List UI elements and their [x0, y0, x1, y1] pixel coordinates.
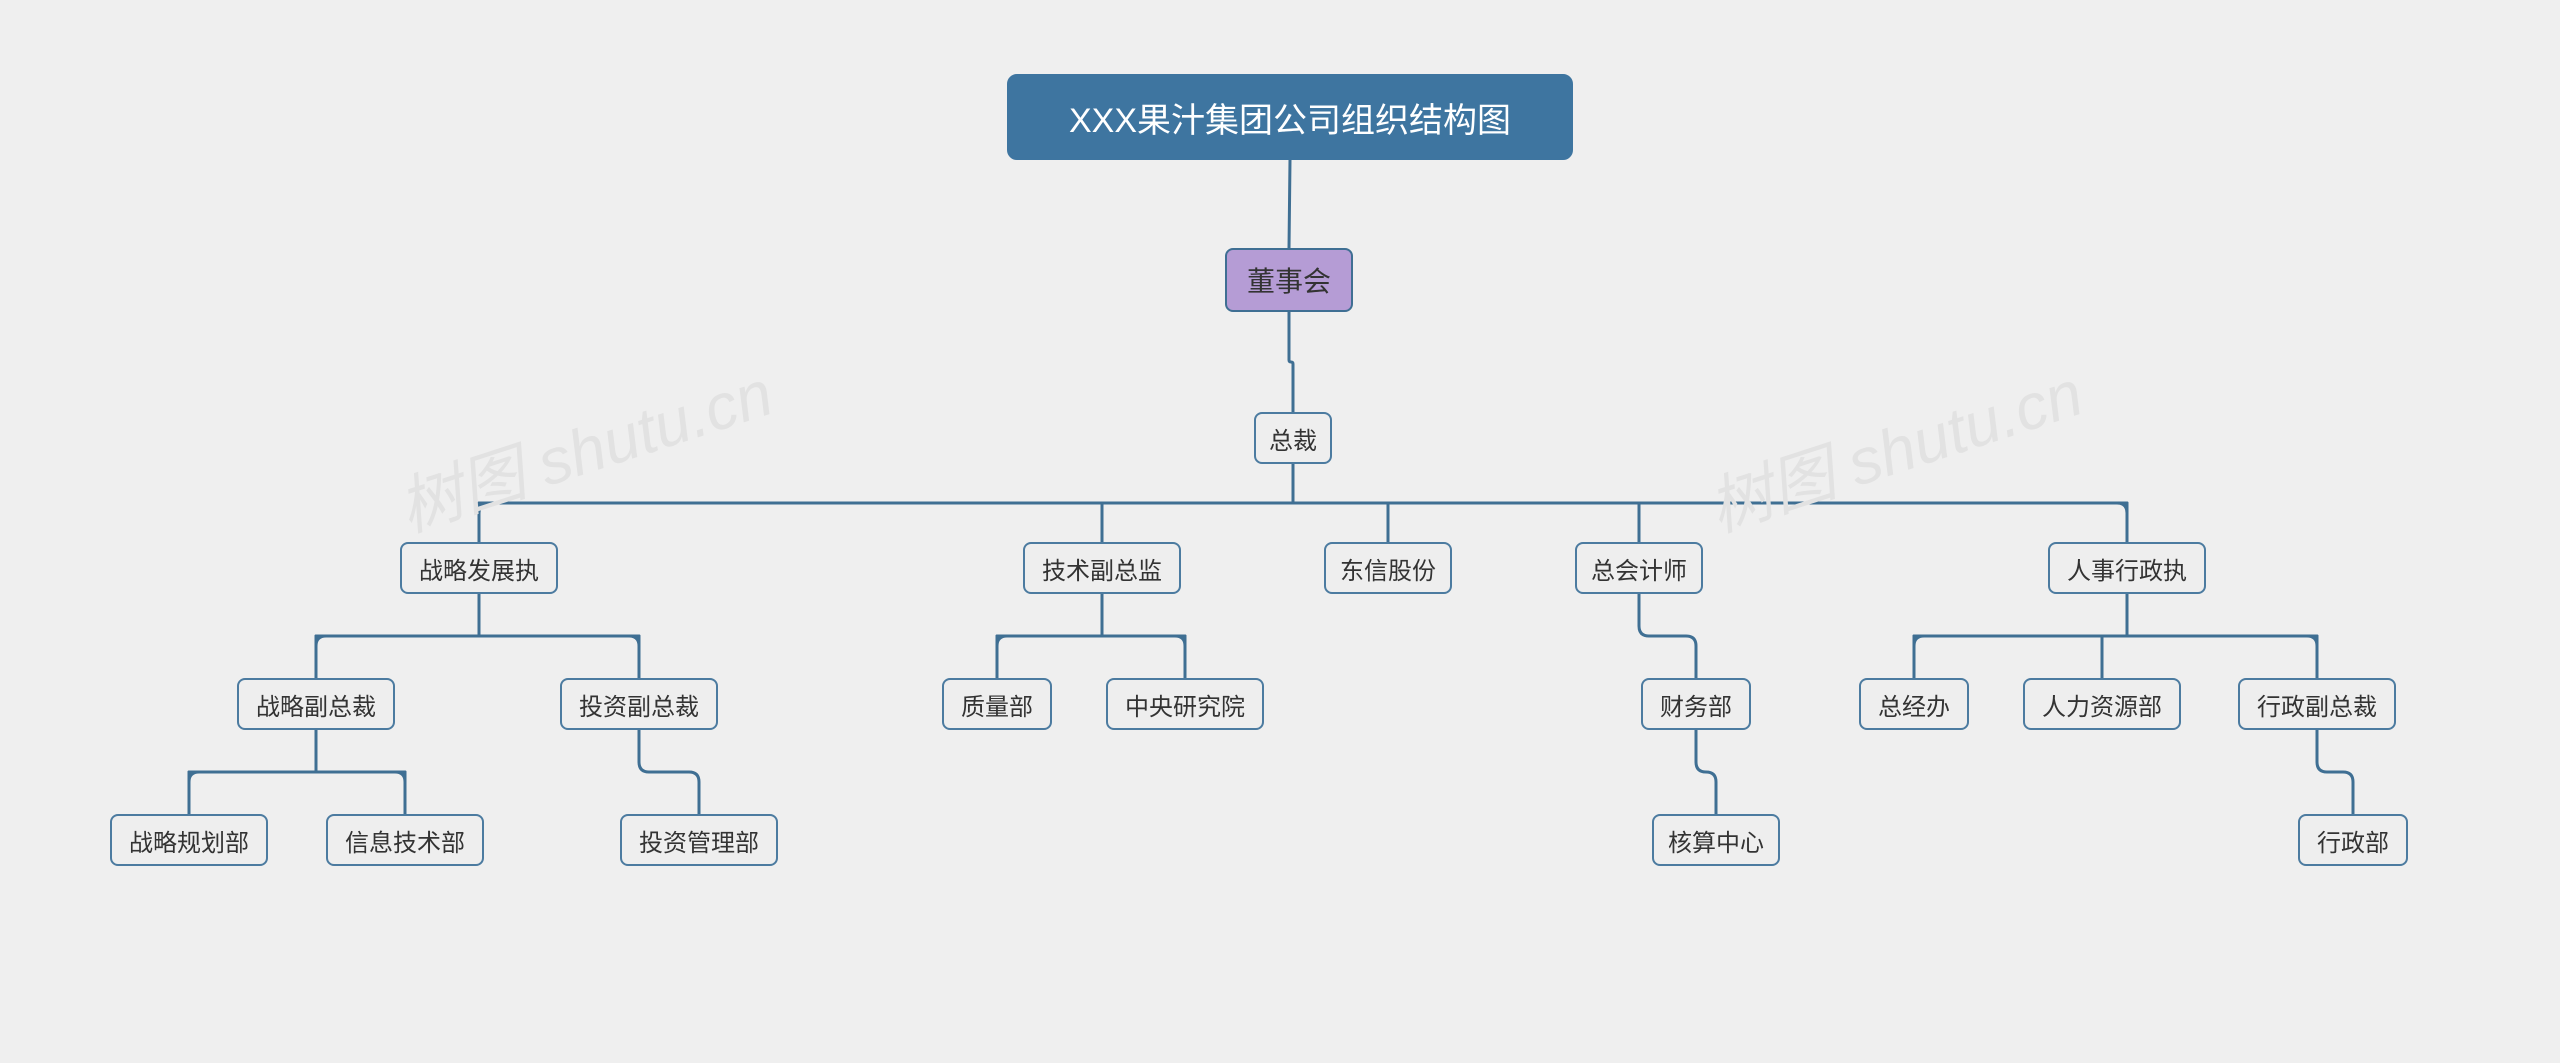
org-node-n_e: 人事行政执 [2048, 542, 2206, 594]
org-node-label: 战略副总裁 [256, 687, 376, 722]
org-chart-canvas: 树图 shutu.cn 树图 shutu.cn XXX果汁集团公司组织结构图董事会总… [0, 0, 2560, 1063]
org-node-n_ceo: 总裁 [1254, 412, 1332, 464]
watermark: 树图 shutu.cn [385, 342, 782, 549]
org-node-n_d1a: 核算中心 [1652, 814, 1780, 866]
org-node-n_a2: 投资副总裁 [560, 678, 718, 730]
org-node-label: 行政部 [2317, 823, 2389, 858]
org-node-label: 中央研究院 [1125, 687, 1245, 722]
org-node-n_e3a: 行政部 [2298, 814, 2408, 866]
org-node-n_a1b: 信息技术部 [326, 814, 484, 866]
org-node-label: 总会计师 [1591, 551, 1687, 586]
org-node-n_root: XXX果汁集团公司组织结构图 [1007, 74, 1573, 160]
org-node-label: 东信股份 [1340, 551, 1436, 586]
org-node-label: 总裁 [1269, 421, 1317, 456]
org-node-label: 质量部 [961, 687, 1033, 722]
watermark: 树图 shutu.cn [1695, 342, 2092, 549]
org-node-n_e2: 人力资源部 [2023, 678, 2181, 730]
org-node-label: 技术副总监 [1042, 551, 1162, 586]
org-node-label: 投资副总裁 [579, 687, 699, 722]
org-node-n_b2: 中央研究院 [1106, 678, 1264, 730]
org-node-label: 总经办 [1878, 687, 1950, 722]
org-node-label: 核算中心 [1668, 823, 1764, 858]
org-node-label: 人力资源部 [2042, 687, 2162, 722]
org-node-n_e3: 行政副总裁 [2238, 678, 2396, 730]
org-node-label: XXX果汁集团公司组织结构图 [1069, 93, 1511, 142]
org-node-n_e1: 总经办 [1859, 678, 1969, 730]
org-node-label: 行政副总裁 [2257, 687, 2377, 722]
org-node-label: 董事会 [1247, 260, 1331, 300]
org-node-n_b: 技术副总监 [1023, 542, 1181, 594]
org-node-label: 人事行政执 [2067, 551, 2187, 586]
org-node-n_a: 战略发展执 [400, 542, 558, 594]
org-node-n_d: 总会计师 [1575, 542, 1703, 594]
org-node-label: 战略规划部 [129, 823, 249, 858]
org-node-label: 信息技术部 [345, 823, 465, 858]
org-node-n_c: 东信股份 [1324, 542, 1452, 594]
org-node-label: 财务部 [1660, 687, 1732, 722]
org-node-n_board: 董事会 [1225, 248, 1353, 312]
org-node-n_d1: 财务部 [1641, 678, 1751, 730]
org-node-label: 战略发展执 [419, 551, 539, 586]
org-node-n_a1: 战略副总裁 [237, 678, 395, 730]
org-node-n_b1: 质量部 [942, 678, 1052, 730]
org-node-n_a2a: 投资管理部 [620, 814, 778, 866]
org-node-label: 投资管理部 [639, 823, 759, 858]
org-node-n_a1a: 战略规划部 [110, 814, 268, 866]
